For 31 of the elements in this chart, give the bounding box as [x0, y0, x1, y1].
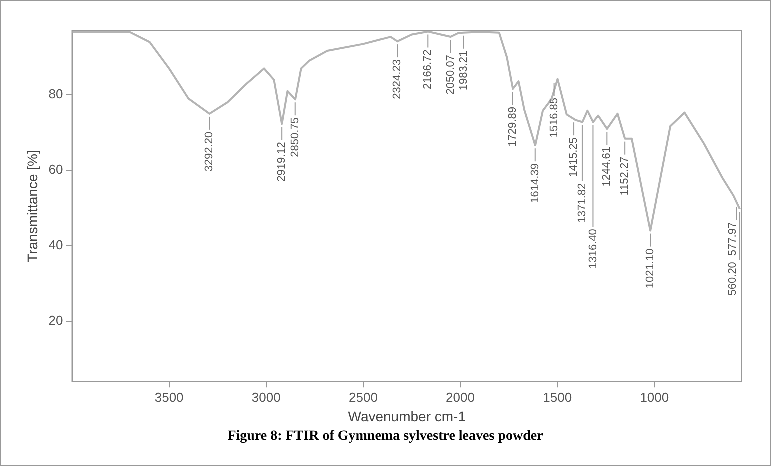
- annotation: 1244.61: [601, 147, 614, 187]
- annotation: 1983.21: [458, 50, 470, 91]
- annotation: 1729.89: [506, 107, 519, 147]
- annotation: 2919.12: [276, 142, 288, 182]
- annotation: 1516.85: [548, 98, 560, 138]
- x-tick-label: 1000: [640, 390, 670, 405]
- annotation: 3292.20: [204, 132, 216, 172]
- y-axis-title: Transmittance [%]: [24, 150, 40, 262]
- x-axis-title: Wavenumber cm-1: [348, 408, 466, 424]
- annotation: 1415.25: [568, 138, 580, 178]
- annotation: 1614.39: [529, 164, 542, 204]
- x-tick-label: 3000: [252, 390, 281, 405]
- y-tick-label: 60: [48, 162, 64, 178]
- annotation: 2166.72: [422, 50, 434, 90]
- annotation: 1021.10: [644, 248, 657, 289]
- annotation: 577.97: [727, 222, 740, 256]
- x-tick-label: 1500: [543, 390, 572, 405]
- x-tick-label: 3500: [154, 390, 184, 405]
- annotation: 560.20: [727, 262, 740, 296]
- x-tick-label: 2000: [446, 390, 475, 405]
- annotation: 2324.23: [392, 60, 404, 100]
- annotation: 2850.75: [289, 118, 302, 158]
- text: Figure 8: FTIR of Gymnema sylvestre leaves powder: [226, 429, 544, 445]
- annotation: 1152.27: [619, 156, 632, 196]
- annotation: 2050.07: [444, 55, 457, 95]
- annotation: 1371.82: [576, 183, 588, 224]
- y-tick-label: 40: [48, 237, 64, 252]
- y-tick-label: 80: [48, 86, 64, 102]
- y-tick-label: 20: [48, 312, 64, 328]
- x-tick-label: 2500: [348, 390, 378, 405]
- annotation: 1316.40: [587, 229, 600, 269]
